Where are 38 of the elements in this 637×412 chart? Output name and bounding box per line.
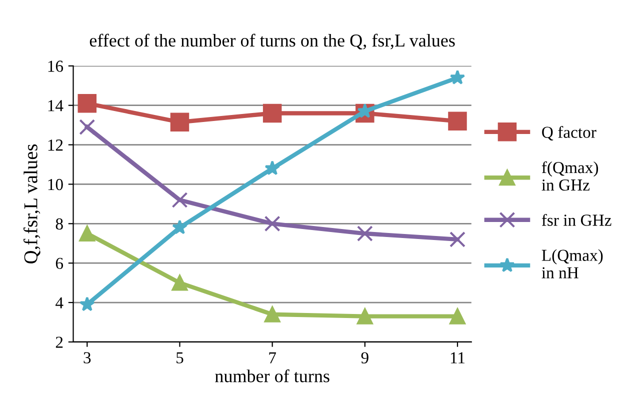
legend-label: L(Qmax) in nH <box>542 249 603 278</box>
legend-label: f(Qmax) in GHz <box>542 161 598 191</box>
x-tick-label: 9 <box>361 352 368 364</box>
point <box>172 192 188 208</box>
y-tick-label: 16 <box>48 60 64 72</box>
x-axis-title: number of turns <box>215 369 330 382</box>
y-tick-label: 4 <box>56 297 64 308</box>
y-tick-label: 10 <box>48 178 63 190</box>
y-tick-label: 12 <box>48 140 63 151</box>
point <box>264 160 280 176</box>
point <box>79 119 96 136</box>
y-axis-title: Q,f,fsr,L values <box>23 144 40 264</box>
point <box>170 112 190 132</box>
y-tick-label: 6 <box>56 258 64 270</box>
point <box>356 226 373 242</box>
point <box>264 216 280 232</box>
x-tick-label: 7 <box>269 352 276 364</box>
point <box>78 94 97 113</box>
point <box>264 306 280 322</box>
point <box>448 112 467 131</box>
y-tick-label: 14 <box>48 100 64 112</box>
y-tick-label: 8 <box>56 218 63 230</box>
point <box>172 220 188 234</box>
y-tick-label: 2 <box>56 336 63 348</box>
point <box>450 70 466 84</box>
point <box>79 226 96 242</box>
point <box>172 274 188 291</box>
x-tick-label: 5 <box>176 352 184 364</box>
x-tick-label: 3 <box>84 352 91 364</box>
chart-title: effect of the number of turns on the Q, fsr,L values <box>90 34 455 50</box>
point <box>450 231 466 248</box>
legend-label: Q factor <box>542 126 596 140</box>
point <box>79 296 95 312</box>
point <box>450 308 466 324</box>
x-tick-label: 11 <box>450 352 465 364</box>
point <box>356 308 373 324</box>
legend-label: fsr in GHz <box>542 214 612 226</box>
point <box>262 104 282 123</box>
